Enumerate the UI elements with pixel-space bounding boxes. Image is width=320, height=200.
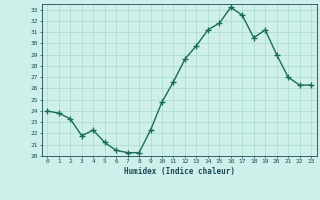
X-axis label: Humidex (Indice chaleur): Humidex (Indice chaleur) <box>124 167 235 176</box>
